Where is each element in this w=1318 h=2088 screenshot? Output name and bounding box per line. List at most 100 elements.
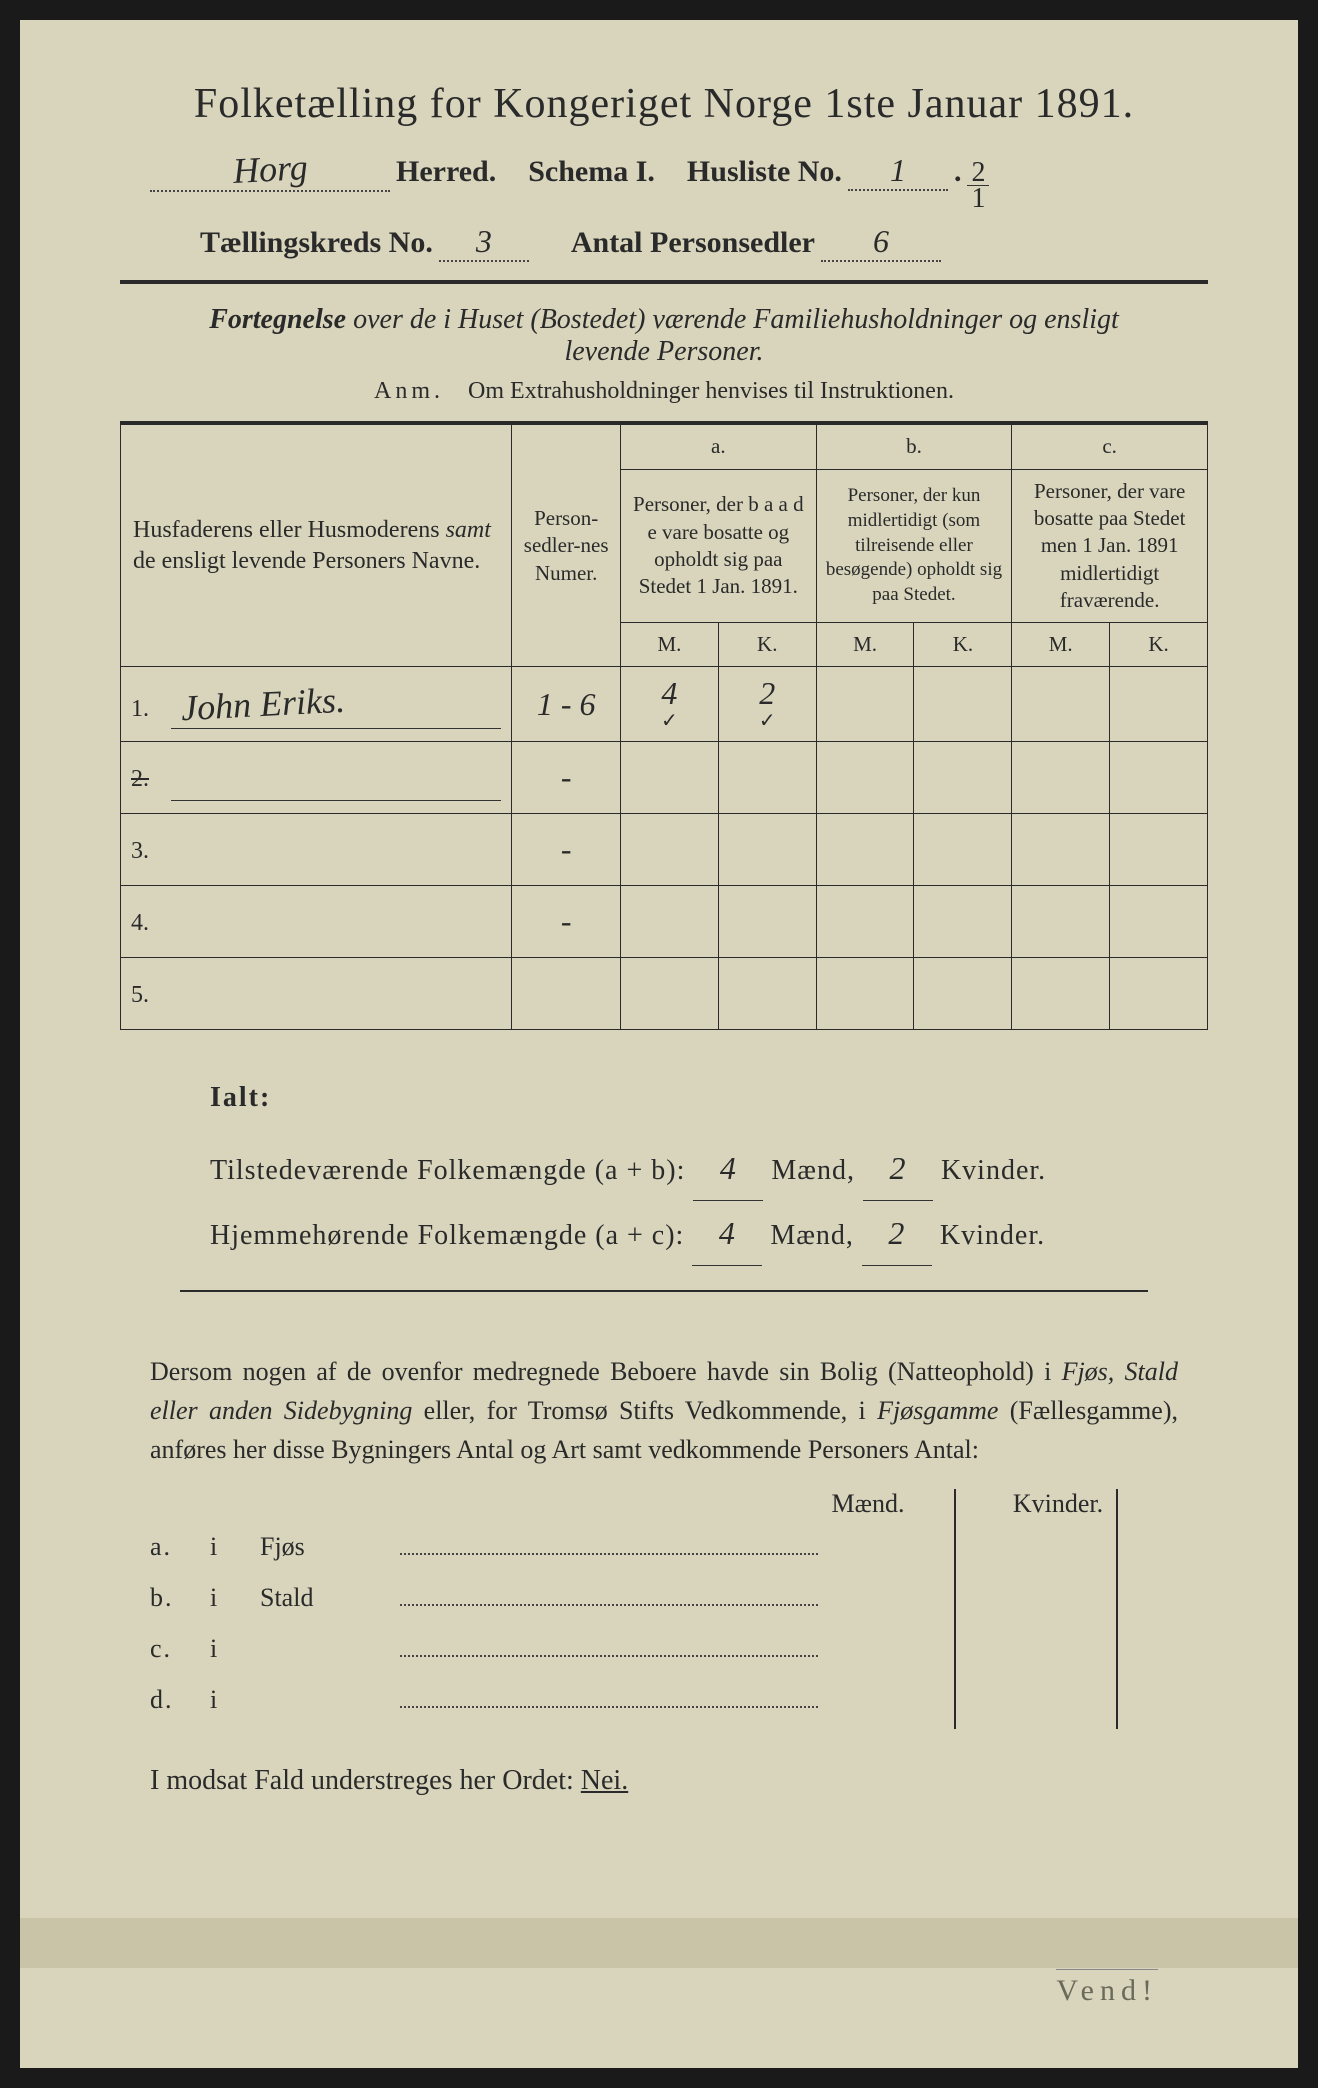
table-row: 1.John Eriks.1 - 64✓2✓	[121, 667, 1208, 742]
header-line-1: Horg Herred. Schema I. Husliste No. 1 . …	[120, 148, 1208, 211]
th-num: Person-sedler-nes Numer.	[512, 423, 621, 667]
cell-am	[621, 742, 719, 814]
th-a: Personer, der b a a d e vare bosatte og …	[621, 469, 817, 622]
name-cell: 2.	[121, 742, 512, 814]
totals-row-2: Hjemmehørende Folkemængde (a + c): 4 Mæn…	[210, 1201, 1208, 1266]
cell-am	[621, 958, 719, 1030]
name-cell: 4.	[121, 886, 512, 958]
vend-label: Vend!	[1056, 1969, 1158, 2008]
kreds-label: Tællingskreds No.	[200, 226, 433, 260]
th-name: Husfaderens eller Husmoderens samt de en…	[121, 423, 512, 667]
divider-mid	[180, 1290, 1148, 1292]
subtitle: Fortegnelse over de i Huset (Bostedet) v…	[120, 304, 1208, 368]
name-cell: 1.John Eriks.	[121, 667, 512, 742]
cell-bm	[816, 886, 914, 958]
cell-am	[621, 814, 719, 886]
name-cell: 3.	[121, 814, 512, 886]
paragraph: Dersom nogen af de ovenfor medregnede Be…	[150, 1352, 1178, 1469]
v2k: 2	[888, 1215, 905, 1251]
cell-ck	[1110, 958, 1208, 1030]
maend-label: Mænd,	[771, 1143, 855, 1199]
nei-line: I modsat Fald understreges her Ordet: Ne…	[150, 1765, 1178, 1797]
bh-maend: Mænd.	[788, 1489, 948, 1519]
th-b: Personer, der kun midlertidigt (som tilr…	[816, 469, 1012, 622]
th-bm: M.	[816, 623, 914, 667]
cell-cm	[1012, 667, 1110, 742]
cell-cm	[1012, 742, 1110, 814]
building-section: Mænd. Kvinder. a.iFjøsb.iStaldc.id.i	[150, 1489, 1178, 1715]
cell-bm	[816, 667, 914, 742]
v1m: 4	[720, 1150, 737, 1186]
kreds-value: 3	[476, 223, 492, 259]
page-title: Folketælling for Kongeriget Norge 1ste J…	[120, 80, 1208, 128]
antal-label: Antal Personsedler	[571, 226, 815, 260]
table-row: 5.	[121, 958, 1208, 1030]
cell-ck	[1110, 742, 1208, 814]
divider	[120, 280, 1208, 284]
nei-word: Nei.	[581, 1765, 628, 1796]
th-am: M.	[621, 623, 719, 667]
cell-num: -	[512, 886, 621, 958]
line2-label: Hjemmehørende Folkemængde (a + c):	[210, 1208, 684, 1264]
herred-label: Herred.	[396, 155, 496, 189]
th-cm: M.	[1012, 623, 1110, 667]
cell-ck	[1110, 667, 1208, 742]
totals-block: Ialt: Tilstedeværende Folkemængde (a + b…	[120, 1070, 1208, 1266]
th-ak: K.	[718, 623, 816, 667]
cell-ak: 2✓	[718, 667, 816, 742]
v1k: 2	[889, 1150, 906, 1186]
th-bk: K.	[914, 623, 1012, 667]
table-row: 4.-	[121, 886, 1208, 958]
ialt-label: Ialt:	[210, 1070, 1208, 1126]
census-table: Husfaderens eller Husmoderens samt de en…	[120, 421, 1208, 1030]
line1-label: Tilstedeværende Folkemængde (a + b):	[210, 1143, 685, 1199]
census-form-page: Folketælling for Kongeriget Norge 1ste J…	[20, 20, 1298, 2068]
building-vlines	[954, 1489, 1138, 1715]
cell-am: 4✓	[621, 667, 719, 742]
cell-num: -	[512, 742, 621, 814]
anm-note: Anm. Om Extrahusholdninger henvises til …	[120, 378, 1208, 405]
th-a-label: a.	[621, 423, 817, 469]
cell-bk	[914, 742, 1012, 814]
cell-ak	[718, 814, 816, 886]
cell-bk	[914, 814, 1012, 886]
th-c: Personer, der vare bosatte paa Stedet me…	[1012, 469, 1208, 622]
antal-value: 6	[873, 223, 889, 259]
cell-num: -	[512, 814, 621, 886]
cell-num: 1 - 6	[512, 667, 621, 742]
cell-bk	[914, 886, 1012, 958]
cell-bk	[914, 958, 1012, 1030]
cell-num	[512, 958, 621, 1030]
th-c-label: c.	[1012, 423, 1208, 469]
table-row: 3.-	[121, 814, 1208, 886]
cell-cm	[1012, 958, 1110, 1030]
cell-ck	[1110, 814, 1208, 886]
v2m: 4	[719, 1215, 736, 1251]
fraction-den: 1	[971, 186, 985, 211]
anm-text: Om Extrahusholdninger henvises til Instr…	[468, 378, 954, 404]
cell-cm	[1012, 886, 1110, 958]
header-line-2: Tællingskreds No. 3 Antal Personsedler 6	[120, 223, 1208, 262]
cell-ak	[718, 742, 816, 814]
cell-bk	[914, 667, 1012, 742]
kvinder-label-2: Kvinder.	[940, 1208, 1045, 1264]
th-ck: K.	[1110, 623, 1208, 667]
husliste-label: Husliste No.	[687, 155, 842, 189]
herred-value: Horg	[232, 146, 309, 192]
fraction: 2 1	[967, 160, 989, 211]
cell-cm	[1012, 814, 1110, 886]
cell-bm	[816, 958, 914, 1030]
cell-bm	[816, 814, 914, 886]
name-cell: 5.	[121, 958, 512, 1030]
table-row: 2.-	[121, 742, 1208, 814]
anm-label: Anm.	[374, 378, 444, 404]
cell-ak	[718, 958, 816, 1030]
totals-row-1: Tilstedeværende Folkemængde (a + b): 4 M…	[210, 1136, 1208, 1201]
cell-bm	[816, 742, 914, 814]
cell-ck	[1110, 886, 1208, 958]
maend-label-2: Mænd,	[770, 1208, 854, 1264]
cell-am	[621, 886, 719, 958]
schema-label: Schema I.	[528, 155, 655, 189]
husliste-value: 1	[890, 152, 906, 188]
nei-text: I modsat Fald understreges her Ordet:	[150, 1765, 581, 1796]
